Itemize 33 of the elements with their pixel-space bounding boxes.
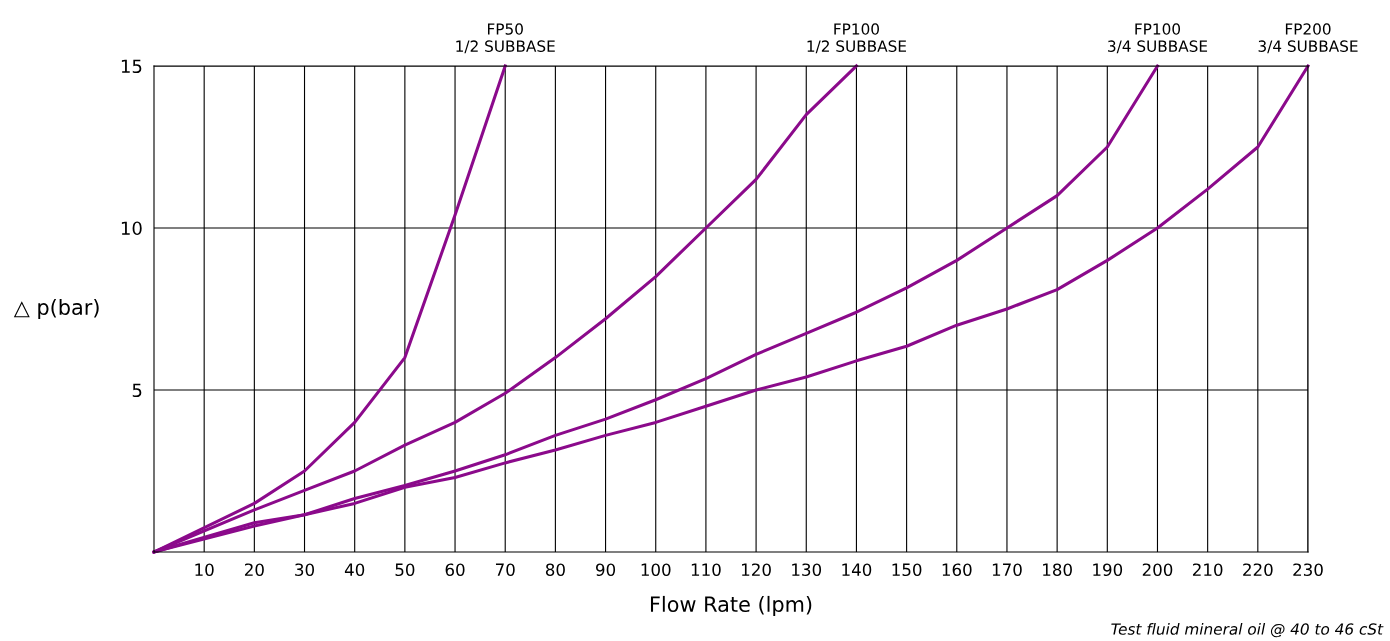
x-tick-label: 40 bbox=[344, 563, 365, 577]
x-tick-label: 140 bbox=[842, 563, 872, 577]
series-label: FP200 3/4 SUBBASE bbox=[1258, 23, 1358, 54]
x-tick-label: 30 bbox=[295, 563, 315, 577]
x-tick-label: 170 bbox=[992, 563, 1022, 577]
x-tick-label: 60 bbox=[445, 563, 465, 577]
x-tick-label: 210 bbox=[1192, 563, 1223, 577]
x-axis-title: Flow Rate (lpm) bbox=[650, 595, 812, 617]
x-tick-label: 100 bbox=[641, 563, 671, 577]
series-label: FP50 1/2 SUBBASE bbox=[456, 23, 555, 54]
x-tick-label: 50 bbox=[395, 563, 415, 577]
x-tick-label: 230 bbox=[1293, 563, 1323, 577]
x-tick-label: 20 bbox=[244, 563, 264, 577]
x-tick-label: 150 bbox=[892, 563, 922, 577]
x-tick-label: 220 bbox=[1243, 563, 1273, 577]
x-tick-label: 120 bbox=[742, 563, 771, 577]
y-tick-label: 10 bbox=[121, 221, 142, 236]
y-tick-label: 5 bbox=[132, 383, 142, 398]
x-tick-label: 160 bbox=[942, 563, 972, 577]
x-tick-label: 90 bbox=[596, 563, 616, 577]
x-tick-label: 200 bbox=[1142, 563, 1173, 577]
x-tick-label: 110 bbox=[691, 563, 721, 577]
x-tick-label: 10 bbox=[195, 563, 214, 577]
x-tick-label: 80 bbox=[545, 563, 565, 577]
series-label: FP100 1/2 SUBBASE bbox=[807, 23, 906, 54]
x-tick-label: 190 bbox=[1093, 563, 1123, 577]
text: Test fluid mineral oil @ 40 to 46 cSt bbox=[1111, 623, 1384, 638]
y-axis-title: △ p(bar) bbox=[13, 298, 99, 320]
x-tick-label: 180 bbox=[1043, 563, 1072, 577]
x-tick-label: 70 bbox=[495, 563, 515, 577]
y-tick-label: 15 bbox=[121, 59, 142, 74]
series-label: FP100 3/4 SUBBASE bbox=[1108, 23, 1208, 54]
x-tick-label: 130 bbox=[792, 563, 822, 577]
